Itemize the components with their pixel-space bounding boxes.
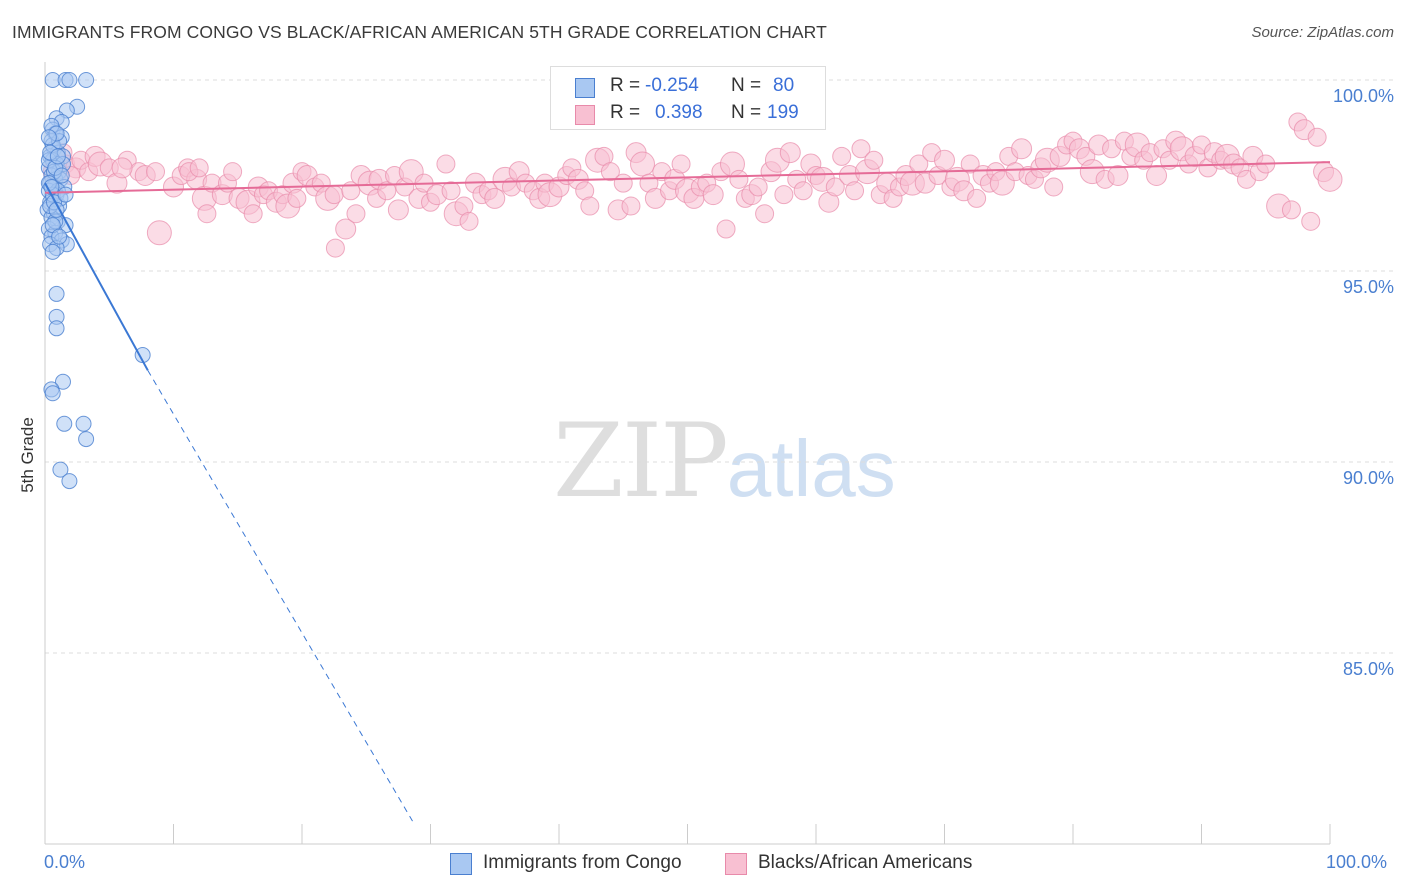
point-black-african-american	[325, 238, 345, 258]
y-tick-label: 90.0%	[1342, 468, 1394, 488]
n-label: N =	[731, 75, 762, 96]
n-value: 80	[773, 75, 795, 96]
source-label: Source: ZipAtlas.com	[1251, 24, 1394, 41]
point-black-african-american	[377, 181, 397, 201]
n-value: 199	[767, 102, 799, 123]
point-black-african-american	[1107, 165, 1129, 186]
trendline-congo-extension	[147, 370, 413, 822]
y-tick-label: 85.0%	[1342, 659, 1394, 679]
point-black-african-american	[243, 204, 263, 224]
point-congo	[40, 129, 57, 146]
y-tick-label: 100.0%	[1332, 86, 1394, 106]
point-black-african-american	[702, 184, 724, 206]
point-black-african-american	[189, 158, 209, 178]
legend-swatch-black	[725, 853, 747, 875]
point-congo	[52, 461, 69, 478]
point-congo	[56, 415, 73, 432]
r-value: -0.254	[645, 75, 699, 96]
point-black-african-american	[832, 146, 852, 166]
point-black-african-american	[1011, 138, 1033, 160]
point-black-african-american	[934, 149, 955, 171]
point-black-african-american	[484, 187, 506, 209]
point-congo	[78, 431, 95, 448]
point-congo	[61, 72, 78, 88]
point-black-african-american	[825, 177, 845, 197]
point-black-african-american	[909, 154, 929, 174]
point-black-african-american	[146, 220, 172, 246]
point-black-african-american	[1307, 127, 1327, 147]
point-congo	[48, 320, 65, 337]
point-black-african-american	[630, 151, 656, 177]
point-congo	[48, 285, 65, 302]
point-black-african-american	[851, 139, 871, 159]
point-black-african-american	[729, 169, 749, 189]
point-black-african-american	[613, 173, 633, 193]
point-black-african-american	[580, 196, 600, 216]
point-black-african-american	[967, 188, 987, 208]
point-black-african-american	[1281, 200, 1301, 220]
point-black-african-american	[324, 185, 344, 205]
trendline-black-african-american	[44, 161, 1331, 194]
watermark-atlas: atlas	[726, 424, 896, 513]
point-black-african-american	[716, 219, 736, 239]
point-black-african-american	[1044, 177, 1064, 197]
point-black-african-american	[779, 142, 801, 164]
point-black-african-american	[146, 162, 166, 182]
point-black-african-american	[960, 154, 980, 174]
point-black-african-american	[287, 188, 307, 208]
r-value: 0.398	[655, 102, 703, 123]
point-black-african-american	[197, 204, 217, 224]
y-tick-label: 95.0%	[1342, 277, 1394, 297]
point-black-african-american	[335, 218, 357, 240]
chart-title: IMMIGRANTS FROM CONGO VS BLACK/AFRICAN A…	[12, 22, 827, 42]
x-tick-label-max: 100.0%	[1326, 852, 1388, 872]
point-congo	[49, 148, 66, 165]
point-congo	[51, 228, 68, 245]
n-label: N =	[731, 102, 762, 123]
point-congo	[75, 415, 92, 432]
black-swatch	[575, 105, 595, 125]
x-tick-label-min: 0.0%	[44, 852, 86, 872]
point-black-african-american	[845, 181, 865, 201]
point-black-african-american	[600, 162, 620, 182]
point-black-african-american	[1317, 166, 1343, 192]
point-black-african-american	[1301, 211, 1321, 231]
r-label: R =	[610, 75, 641, 96]
legend-swatch-congo	[450, 853, 472, 875]
point-black-african-american	[346, 204, 366, 224]
point-congo	[44, 243, 61, 260]
congo-swatch	[575, 78, 595, 98]
point-black-african-american	[441, 181, 461, 201]
trendline-congo	[44, 182, 149, 371]
point-black-african-american	[223, 162, 243, 182]
point-congo	[44, 385, 61, 402]
point-black-african-american	[774, 185, 794, 205]
point-black-african-american	[864, 150, 884, 170]
point-black-african-american	[671, 154, 691, 174]
point-black-african-american	[755, 204, 775, 224]
point-congo	[57, 186, 74, 203]
stats-box: R = -0.254 N = 80 R = 0.398 N = 199	[550, 66, 826, 130]
point-black-african-american	[436, 154, 456, 174]
r-label: R =	[610, 102, 641, 123]
legend-label-congo: Immigrants from Congo	[483, 852, 682, 873]
point-congo	[54, 373, 71, 390]
point-congo	[78, 72, 95, 88]
point-black-african-american	[621, 196, 641, 216]
point-black-african-american	[387, 199, 409, 221]
point-congo	[53, 167, 70, 184]
point-black-african-american	[748, 177, 768, 197]
point-black-african-american	[459, 211, 479, 231]
point-congo	[61, 473, 78, 490]
point-black-african-american	[111, 157, 133, 179]
point-black-african-american	[1146, 165, 1168, 186]
legend-label-black: Blacks/African Americans	[758, 852, 973, 873]
point-black-african-american	[793, 181, 813, 201]
